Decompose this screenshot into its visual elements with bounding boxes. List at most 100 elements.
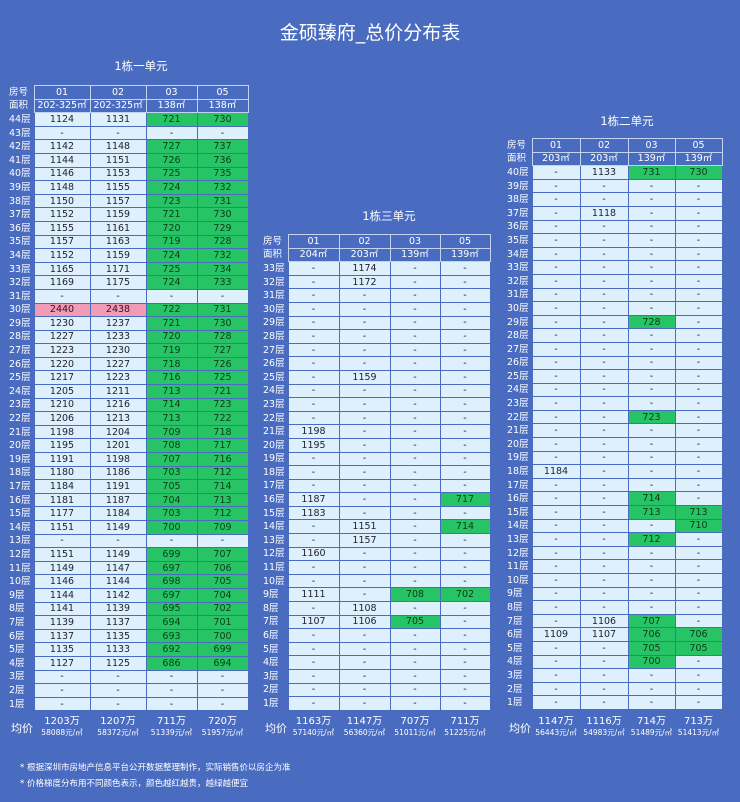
room-label: 房号 [507, 139, 527, 151]
room-area: 139㎡ [389, 247, 441, 263]
price-cell: - [579, 219, 629, 235]
price-cell: - [338, 424, 391, 439]
table-row: 18层 1184- - - [507, 464, 723, 479]
price-cell: 706 [627, 627, 676, 642]
price-cell: - [627, 681, 676, 697]
table-row: 29层 - - - - [263, 315, 491, 331]
price-cell: - [627, 437, 676, 452]
price-cell: - [439, 329, 491, 344]
price-cell: - [33, 533, 91, 549]
table-row: 13层 -1157- - [263, 533, 491, 548]
price-cell: 730 [196, 316, 249, 331]
floor-label: 21层 [263, 426, 285, 438]
price-cell: - [627, 301, 676, 316]
price-cell: 1171 [89, 261, 147, 277]
price-cell: - [196, 669, 249, 685]
price-cell: 731 [627, 165, 676, 180]
floor-label: 42层 [9, 141, 31, 153]
price-cell: 1125 [89, 655, 147, 671]
price-cell: 1205 [33, 384, 91, 399]
table-row: 17层 - - - - [507, 477, 723, 493]
price-cell: - [439, 682, 491, 698]
price-cell: - [287, 410, 340, 426]
price-cell: 704 [196, 587, 249, 603]
price-cell: - [389, 478, 441, 494]
price-cell: - [287, 682, 340, 698]
price-cell: 723 [627, 409, 676, 425]
price-cell: 720 [145, 329, 198, 345]
price-cell: - [627, 668, 676, 683]
price-cell: - [287, 315, 340, 331]
floor-label: 16层 [9, 494, 31, 506]
price-cell: - [338, 669, 391, 684]
price-cell: 1216 [89, 397, 147, 413]
table-row: 36层 1155 1161 720 729 [9, 220, 249, 236]
price-cell: 1187 [287, 492, 340, 507]
price-cell: - [531, 573, 581, 588]
floor-label: 6层 [9, 630, 25, 642]
table-row: 21层 1198- - - [263, 424, 491, 439]
price-cell: - [674, 532, 723, 547]
room-area: 138㎡ [145, 98, 198, 114]
price-cell: - [33, 696, 91, 712]
price-cell: - [579, 246, 629, 262]
price-cell: - [439, 342, 491, 358]
price-cell: - [674, 437, 723, 452]
price-cell: 692 [145, 642, 198, 657]
price-cell: - [579, 178, 629, 194]
unit-table: 房号 01 02 03 05 面积 202-325㎡ 202-325㎡ 138㎡ 138㎡ 44层 1… [9, 85, 249, 712]
price-cell: 1191 [33, 452, 91, 467]
price-cell: 722 [145, 302, 198, 318]
floor-label: 7层 [9, 616, 25, 628]
floor-label: 12层 [9, 548, 31, 560]
price-cell: 729 [196, 220, 249, 236]
price-cell: - [531, 165, 581, 180]
price-cell: 1165 [33, 261, 91, 277]
price-cell: 1148 [33, 180, 91, 195]
table-row: 44层 1124 1131 721 730 [9, 112, 249, 127]
price-cell: 713 [627, 505, 676, 520]
price-cell: 726 [145, 152, 198, 168]
price-cell: - [674, 600, 723, 615]
price-cell: - [531, 396, 581, 411]
table-row: 18层 - - - - [263, 465, 491, 480]
price-cell: - [389, 492, 441, 507]
table-row: 36层 - - - - [507, 219, 723, 235]
price-cell: - [579, 545, 629, 561]
price-cell: - [627, 477, 676, 493]
floor-label: 9层 [263, 589, 279, 601]
price-cell: - [338, 383, 391, 399]
avg-price: 713万 51413元/㎡ [675, 716, 722, 738]
price-cell: 713 [674, 505, 723, 520]
price-cell: 1206 [33, 411, 91, 426]
price-cell: - [338, 696, 391, 711]
table-row: 19层 - - - - [507, 450, 723, 466]
room-number: 01 [33, 85, 91, 100]
floor-label: 26层 [9, 358, 31, 370]
table-row: 8层 - - - - [507, 600, 723, 615]
room-area: 139㎡ [627, 151, 676, 167]
price-cell: - [579, 328, 629, 343]
price-cell: - [338, 288, 391, 303]
price-cell: 725 [145, 166, 198, 182]
price-cell: 735 [196, 166, 249, 182]
price-cell: - [439, 315, 491, 331]
floor-label: 13层 [263, 534, 285, 546]
price-cell: - [674, 328, 723, 343]
price-cell: - [579, 491, 629, 507]
floor-label: 4层 [263, 657, 279, 669]
price-cell: - [579, 409, 629, 425]
price-cell: - [439, 546, 491, 562]
price-cell: - [531, 477, 581, 493]
price-cell: - [338, 655, 391, 670]
room-area: 202-325㎡ [33, 98, 91, 114]
room-number: 05 [674, 138, 723, 153]
price-cell: - [389, 628, 441, 643]
floor-label: 21层 [507, 425, 529, 437]
table-row: 24层 - - - - [263, 383, 491, 399]
table-row: 24层 - - - - [507, 382, 723, 398]
price-cell: 694 [196, 655, 249, 671]
price-cell: - [579, 314, 629, 330]
price-cell: - [196, 683, 249, 698]
price-cell: 1151 [33, 520, 91, 535]
